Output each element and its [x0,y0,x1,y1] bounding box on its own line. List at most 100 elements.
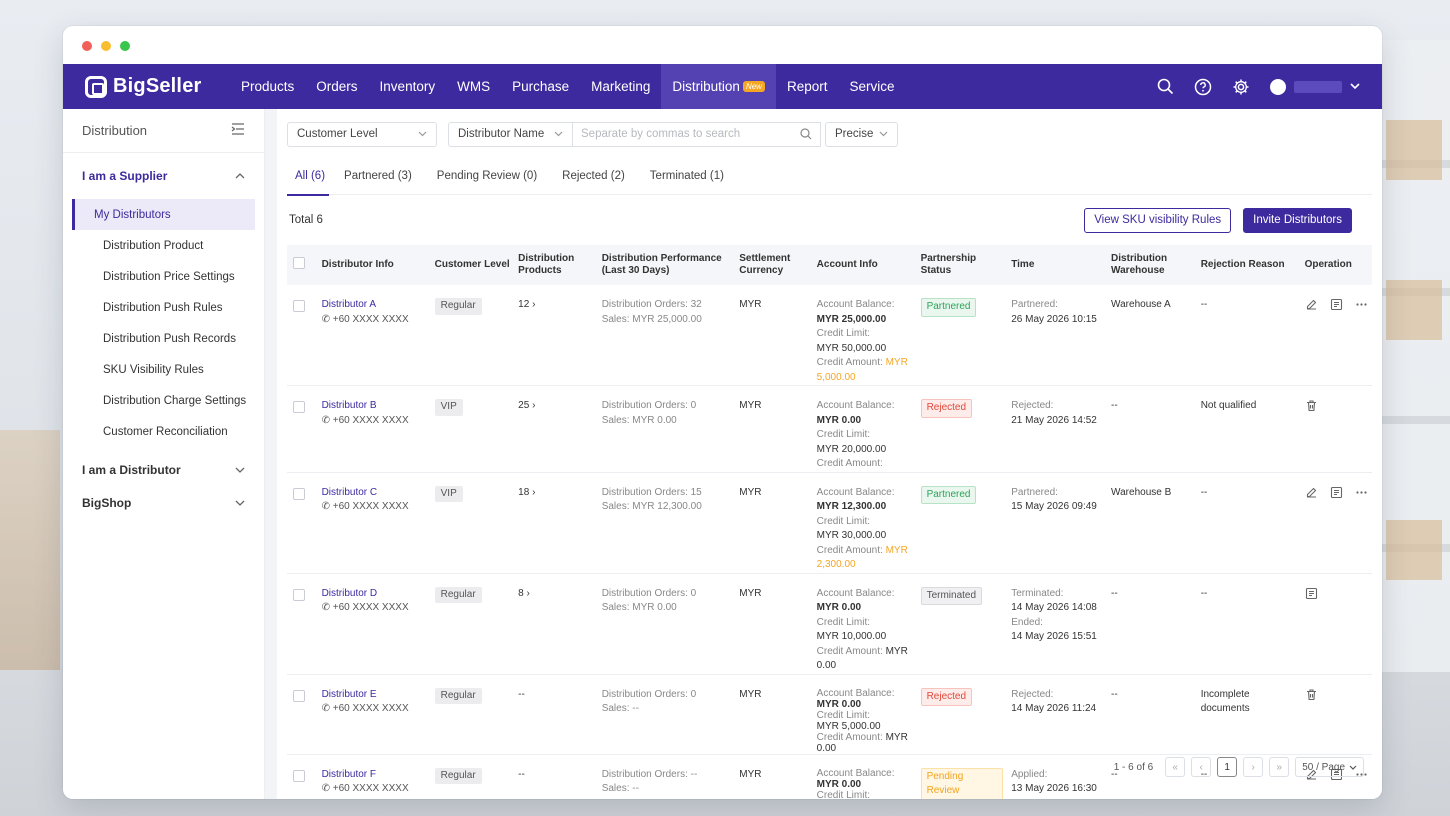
detail-icon[interactable] [1330,486,1343,505]
first-page-button[interactable]: « [1165,757,1186,777]
performance-cell: Distribution Orders: 15 Sales: MYR 12,300… [597,472,736,574]
row-checkbox[interactable] [293,300,305,312]
sidebar-item-distribution-product[interactable]: Distribution Product [103,239,204,252]
header-customer-level: Customer Level [430,245,515,285]
phone-number: +60 XXXX XXXX [332,501,409,512]
nav-item-purchase[interactable]: Purchase [501,64,580,109]
performance-cell: Distribution Orders: 0 Sales: MYR 0.00 [597,385,736,473]
nav-item-marketing[interactable]: Marketing [580,64,661,109]
prev-page-button[interactable]: ‹ [1191,757,1212,777]
rejection-reason: -- [1200,299,1208,310]
credit-limit-value: MYR 50,000.00 [816,342,887,354]
settlement-currency: MYR [739,688,762,700]
maximize-window-button[interactable] [120,41,130,51]
distributor-name-link[interactable]: Distributor E [321,688,377,700]
page-number[interactable]: 1 [1217,757,1238,777]
nav-item-report[interactable]: Report [776,64,839,109]
sidebar-item-distribution-charge-settings[interactable]: Distribution Charge Settings [103,394,247,407]
operation-icons [1305,587,1368,606]
nav-item-wms[interactable]: WMS [446,64,501,109]
pagination: 1 - 6 of 6 « ‹ 1 › » 50 / Page [1114,757,1364,777]
nav-item-inventory[interactable]: Inventory [369,64,447,109]
sidebar-item-distribution-push-records[interactable]: Distribution Push Records [103,332,236,345]
more-icon[interactable] [1355,486,1368,505]
trash-icon[interactable] [1305,688,1318,707]
tab-pending-review-0[interactable]: Pending Review (0) [436,169,538,182]
row-checkbox[interactable] [293,401,305,413]
distributor-name-link[interactable]: Distributor C [321,486,378,498]
detail-icon[interactable] [1330,298,1343,317]
gear-icon[interactable] [1222,64,1260,109]
select-all-checkbox[interactable] [293,256,305,269]
time-cell: Partnered: 26 May 2026 10:15 [1007,285,1108,386]
edit-icon[interactable] [1305,486,1318,505]
trash-icon[interactable] [1305,399,1318,418]
chevron-down-icon [879,131,888,137]
distribution-products-link[interactable]: 25 › [518,400,536,411]
account-info-cell: Account Balance: MYR 0.00 Credit Limit: MYR… [812,573,917,675]
credit-amount-value: MYR 0.00 [816,645,908,672]
row-checkbox[interactable] [293,588,305,601]
tab-partnered-3[interactable]: Partnered (3) [344,169,412,182]
minimize-window-button[interactable] [101,41,111,51]
help-icon[interactable] [1184,64,1222,109]
performance-cell: Distribution Orders: -- Sales: -- [597,754,736,799]
precise-select[interactable]: Precise [825,121,898,147]
filter-bar: Customer Level Distributor Name Separate… [287,109,1372,153]
view-sku-visibility-rules-button[interactable]: View SKU visibility Rules [1084,207,1232,233]
invite-distributors-button[interactable]: Invite Distributors [1243,207,1352,233]
edit-icon[interactable] [1305,768,1318,787]
tab-rejected-2[interactable]: Rejected (2) [562,169,625,182]
detail-icon[interactable] [1305,587,1318,606]
nav-item-orders[interactable]: Orders [305,64,368,109]
sidebar-group-supplier[interactable]: I am a Supplier [63,153,264,199]
distribution-products-link[interactable]: 12 › [518,299,536,310]
nav-item-products[interactable]: Products [230,64,305,109]
sidebar-item-customer-reconciliation[interactable]: Customer Reconciliation [103,425,228,438]
tab-terminated-1[interactable]: Terminated (1) [649,169,724,182]
distribution-products-link[interactable]: 8 › [518,587,530,599]
account-balance-label: Account Balance: [816,486,895,498]
avatar[interactable] [1270,78,1286,95]
row-checkbox[interactable] [293,487,305,500]
credit-limit-label: Credit Limit: [816,789,871,800]
logo[interactable]: BigSeller [85,75,230,98]
collapse-sidebar-icon[interactable] [231,123,245,138]
page-size-select[interactable]: 50 / Page [1295,757,1364,777]
close-window-button[interactable] [82,41,92,51]
edit-icon[interactable] [1305,298,1318,317]
search-icon[interactable] [800,128,812,140]
sidebar-item-my-distributors[interactable]: My Distributors [72,199,255,230]
row-checkbox[interactable] [293,689,305,702]
chevron-down-icon[interactable] [1350,81,1360,93]
tab-all-6[interactable]: All (6) [286,157,331,196]
sidebar-item-distribution-push-rules[interactable]: Distribution Push Rules [103,301,223,314]
distributor-name-link[interactable]: Distributor B [321,400,377,411]
distribution-products-link[interactable]: 18 › [518,486,536,498]
search-input[interactable]: Separate by commas to search [573,121,821,147]
last-page-button[interactable]: » [1269,757,1290,777]
distributor-name-link[interactable]: Distributor D [321,587,378,599]
next-page-button[interactable]: › [1243,757,1264,777]
distributor-name-link[interactable]: Distributor A [321,299,377,310]
customer-level-select[interactable]: Customer Level [287,121,437,147]
customer-level-tag: VIP [434,485,463,502]
status-badge: Rejected [920,399,973,418]
page-size-label: 50 / Page [1302,761,1345,773]
search-icon[interactable] [1146,64,1184,109]
distributors-table: Distributor Info Customer Level Distribu… [287,245,1372,799]
nav-item-distribution[interactable]: Distribution New [661,64,776,109]
customer-level-tag: VIP [434,399,463,416]
sidebar-group-bigshop[interactable]: BigShop [63,486,264,519]
sidebar-item-sku-visibility-rules[interactable]: SKU Visibility Rules [103,363,204,376]
sidebar-group-distributor[interactable]: I am a Distributor [63,453,264,486]
account-balance-label: Account Balance: [816,767,895,779]
sidebar-item-distribution-price-settings[interactable]: Distribution Price Settings [103,270,235,283]
distributor-name-link[interactable]: Distributor F [321,768,377,780]
nav-item-service[interactable]: Service [838,64,905,109]
more-icon[interactable] [1355,768,1368,787]
row-checkbox[interactable] [293,769,305,782]
distributor-name-select[interactable]: Distributor Name [448,121,573,147]
more-icon[interactable] [1355,298,1368,317]
user-name-redacted[interactable] [1294,80,1342,93]
